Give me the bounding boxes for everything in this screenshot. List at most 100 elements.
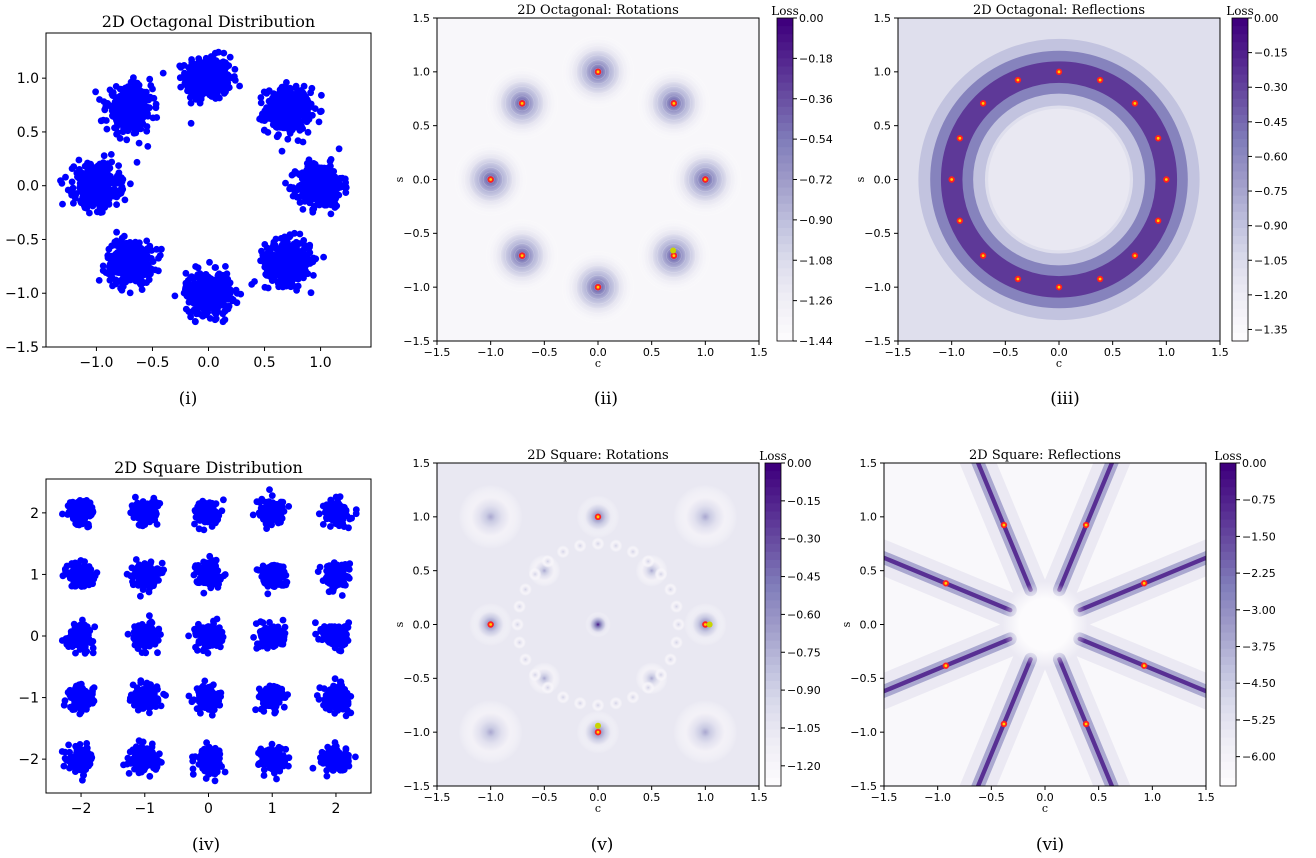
contour-line	[647, 76, 701, 130]
scatter-point	[206, 60, 214, 68]
minimum-marker-core	[520, 101, 524, 105]
scatter-point	[144, 143, 152, 150]
scatter-point	[214, 74, 222, 82]
scatter-point	[68, 758, 75, 766]
contour-line	[678, 152, 732, 207]
contour-line	[585, 274, 611, 300]
scatter-point	[273, 133, 281, 141]
scatter-point	[197, 687, 205, 695]
colorbar-segment	[1232, 155, 1248, 164]
scatter-point	[139, 114, 147, 122]
minimum-marker-core	[1057, 70, 1061, 74]
scatter-point	[222, 74, 230, 81]
scatter-point	[162, 692, 170, 699]
scatter-point	[149, 114, 157, 122]
scatter-point	[71, 764, 79, 772]
scatter-point	[59, 200, 66, 208]
scatter-point	[207, 53, 215, 60]
scatter-point	[68, 191, 76, 199]
scatter-point	[191, 318, 199, 325]
scatter-point	[323, 767, 331, 774]
minimum-marker-core	[672, 101, 676, 105]
colorbar-segment	[1232, 179, 1248, 189]
scatter-point	[209, 697, 217, 704]
scatter-point	[285, 754, 293, 762]
scatter-point	[132, 744, 140, 752]
y-tick-label: 1.0	[874, 66, 892, 79]
scatter-point	[129, 242, 136, 250]
scatter-point	[138, 286, 146, 293]
colorbar-segment	[1232, 203, 1248, 213]
scatter-point	[73, 169, 81, 177]
contour-line	[562, 35, 634, 108]
colorbar-segment	[1232, 147, 1248, 156]
chart-title: 2D Octagonal Distribution	[102, 12, 315, 31]
scatter-point	[93, 208, 101, 216]
scatter-points	[57, 48, 350, 326]
scatter-point	[307, 89, 314, 97]
scatter-point	[335, 145, 343, 153]
contour-line	[562, 251, 634, 324]
contour-line	[585, 59, 611, 85]
scatter-point	[272, 269, 280, 277]
scatter-point	[298, 105, 305, 113]
scatter-point	[331, 709, 339, 717]
scatter-point	[311, 182, 319, 190]
scatter-point	[225, 281, 232, 289]
scatter-point	[135, 139, 143, 147]
colorbar-segment	[777, 90, 793, 100]
scatter-point	[212, 315, 220, 323]
scatter-point	[287, 183, 294, 191]
scatter-point	[127, 123, 135, 131]
minimum-marker-core	[1098, 277, 1102, 281]
colorbar-segment	[1232, 26, 1248, 35]
colorbar-tick-label: −0.72	[799, 174, 833, 187]
scatter-point	[181, 69, 188, 77]
scatter-point	[274, 688, 282, 696]
colorbar-segment	[777, 284, 793, 294]
scatter-point	[206, 274, 214, 282]
scatter-point	[282, 745, 290, 753]
x-tick-label: 1.5	[750, 346, 768, 359]
scatter-point	[323, 169, 330, 177]
y-tick-label: −0.5	[403, 227, 430, 240]
scatter-point	[119, 256, 127, 264]
scatter-point	[255, 685, 263, 693]
scatter-point	[142, 260, 150, 268]
scatter-point	[118, 250, 126, 258]
colorbar-segment	[777, 74, 793, 84]
panel-caption: (i)	[179, 389, 198, 409]
scatter-point	[127, 267, 134, 274]
colorbar-segment	[777, 211, 793, 221]
scatter-point	[146, 709, 153, 717]
scatter-point	[327, 210, 335, 218]
colorbar-segment	[1232, 292, 1248, 302]
scatter-point	[142, 109, 150, 116]
colorbar-segment	[777, 26, 793, 35]
colorbar-segment	[1232, 42, 1248, 51]
contour-line	[504, 86, 540, 121]
plot-area	[46, 33, 371, 347]
contour-line	[688, 162, 723, 197]
scatter-point	[77, 708, 85, 716]
scatter-point	[73, 753, 80, 760]
scatter-point	[317, 171, 325, 178]
colorbar-segment	[1232, 122, 1248, 132]
colorbar-segment	[1232, 211, 1248, 221]
scatter-point	[147, 747, 155, 754]
scatter-point	[126, 697, 134, 704]
colorbar-tick-label: −1.05	[1254, 254, 1288, 267]
scatter-point	[279, 262, 286, 270]
x-tick-label: 1.0	[309, 355, 331, 371]
minimum-marker-core	[958, 136, 962, 140]
x-tick-label: −0.5	[531, 346, 558, 359]
scatter-point	[137, 267, 144, 275]
colorbar-tick-label: −0.54	[799, 133, 833, 146]
y-axis-label: s	[393, 176, 406, 182]
scatter-point	[270, 90, 278, 98]
colorbar-segment	[1232, 171, 1248, 181]
scatter-point	[135, 769, 143, 777]
scatter-point	[109, 256, 117, 264]
scatter-point	[257, 94, 265, 101]
